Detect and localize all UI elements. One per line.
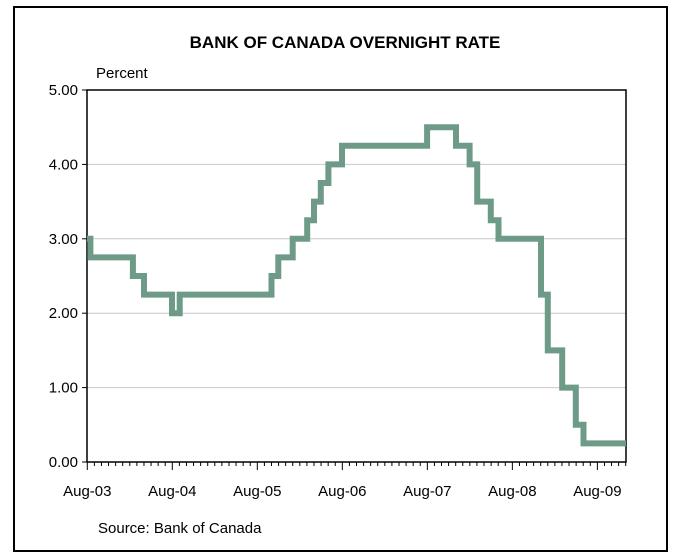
series-line-overnight-rate (87, 124, 626, 447)
y-tick-label: 4.00 (49, 156, 78, 173)
x-tick-label: Aug-06 (318, 483, 366, 500)
gridlines (87, 163, 626, 389)
y-axis-label: Percent (96, 65, 149, 82)
source-note: Source: Bank of Canada (98, 520, 262, 537)
x-tick-label: Aug-03 (63, 483, 111, 500)
y-tick-label: 1.00 (49, 380, 78, 397)
y-tick-label: 0.00 (49, 454, 78, 471)
x-tick-label: Aug-09 (573, 483, 621, 500)
y-tick-label: 3.00 (49, 231, 78, 248)
chart-title: BANK OF CANADA OVERNIGHT RATE (190, 33, 501, 52)
x-tick-label: Aug-05 (233, 483, 281, 500)
y-tick-label: 2.00 (49, 305, 78, 322)
chart-frame (13, 6, 668, 552)
x-axis: Aug-03 Aug-04 Aug-05 Aug-06 Aug-07 Aug-08 Aug-… (63, 462, 627, 500)
x-tick-label: Aug-08 (488, 483, 536, 500)
y-tick-label: 5.00 (49, 82, 78, 99)
x-tick-label: Aug-07 (403, 483, 451, 500)
x-tick-label: Aug-04 (148, 483, 196, 500)
y-axis: 0.00 1.00 2.00 3.00 4.00 5.00 (49, 82, 87, 471)
